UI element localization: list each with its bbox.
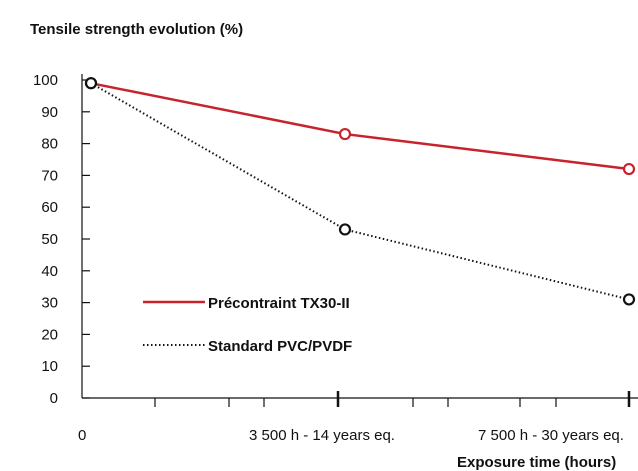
data-point-1-2 [622,293,636,306]
x-axis: 0 3 500 h - 14 years eq. 7 500 h - 30 year… [78,391,638,444]
y-tick-label: 70 [41,167,58,184]
data-point-1-1 [338,223,352,236]
y-tick-label: 80 [41,136,58,153]
series-line-0 [90,81,630,171]
data-point-0-2 [622,162,636,176]
y-axis: 0 10 20 30 40 50 60 70 80 90 100 [33,72,90,407]
series-layer [84,77,636,306]
legend-label-precontraint: Précontraint TX30-II [208,295,350,312]
chart-title: Tensile strength evolution (%) [30,21,243,38]
x-tick-label: 7 500 h - 30 years eq. [478,427,624,444]
y-tick-label: 90 [41,104,58,121]
y-tick-label: 40 [41,263,58,280]
legend-label-standard: Standard PVC/PVDF [208,338,352,355]
data-point-0-1 [338,127,352,141]
y-tick-label: 30 [41,295,58,312]
y-tick-label: 20 [41,326,58,343]
series-line-1 [90,82,630,301]
legend: Précontraint TX30-II Standard PVC/PVDF [143,295,352,355]
x-tick-label: 3 500 h - 14 years eq. [249,427,395,444]
x-tick-label: 0 [78,427,86,444]
data-point-1-0 [84,77,98,90]
y-tick-label: 50 [41,231,58,248]
y-tick-label: 0 [50,390,58,407]
y-tick-label: 60 [41,199,58,216]
y-tick-label: 10 [41,358,58,375]
y-tick-label: 100 [33,72,58,89]
x-axis-label: Exposure time (hours) [457,454,616,471]
